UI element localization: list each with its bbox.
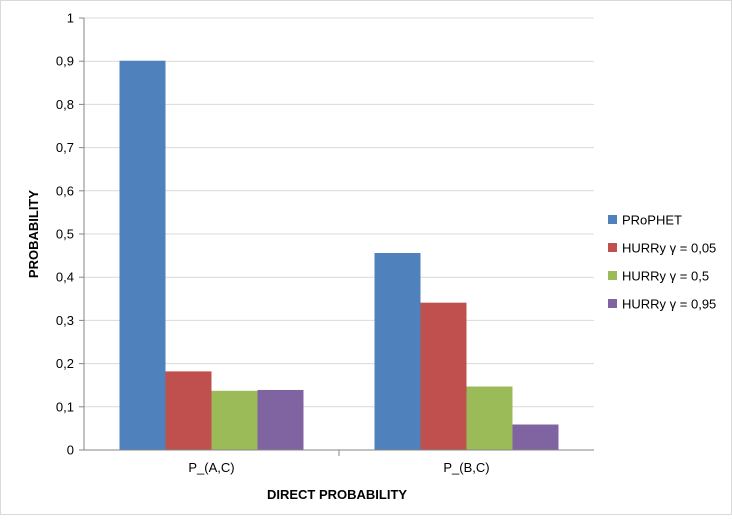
y-tick-label: 0,4 [56,270,74,285]
legend-swatch [608,215,617,224]
legend-swatch [608,299,617,308]
x-axis-title: DIRECT PROBABILITY [267,487,407,502]
bar [211,390,258,450]
legend-label: HURRy γ = 0,05 [622,241,716,256]
bar [512,424,559,450]
bar [466,386,513,450]
legend-label: PRoPHET [622,213,682,228]
x-tick-label: P_(A,C) [188,460,234,475]
x-tick-label: P_(B,C) [443,460,489,475]
y-tick-label: 0,6 [56,183,74,198]
bars [119,60,559,450]
legend-swatch [608,243,617,252]
bar [119,60,166,450]
y-tick-label: 0,2 [56,356,74,371]
y-tick-label: 0,3 [56,313,74,328]
bar [257,389,304,450]
y-tick-label: 0,1 [56,399,74,414]
y-tick-label: 1 [67,11,74,26]
bar [165,371,212,450]
y-tick-label: 0 [67,443,74,458]
legend-swatch [608,271,617,280]
gridlines [84,17,594,408]
bar [374,253,421,450]
y-tick-label: 0,7 [56,140,74,155]
axes: 0 0,1 0,2 0,3 0,4 0,5 0,6 0,7 0,8 0,9 1 P_(A,C) P_(B… [56,11,594,475]
bar [420,302,467,450]
legend: PRoPHET HURRy γ = 0,05 HURRy γ = 0,5 HURRy … [608,213,716,312]
y-tick-label: 0,9 [56,54,74,69]
y-tick-label: 0,8 [56,97,74,112]
y-axis-title: PROBABILITY [26,190,41,278]
legend-label: HURRy γ = 0,5 [622,269,709,284]
legend-label: HURRy γ = 0,95 [622,297,716,312]
y-tick-label: 0,5 [56,227,74,242]
